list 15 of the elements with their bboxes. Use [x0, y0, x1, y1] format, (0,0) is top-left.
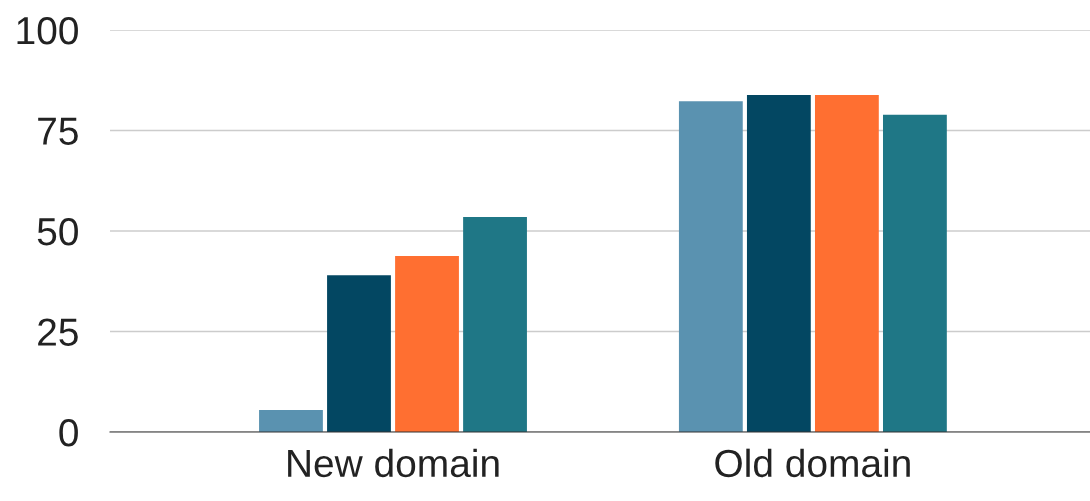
y-tick-label: 0: [59, 418, 78, 447]
bar: [259, 409, 323, 432]
x-tick-label: Old domain: [715, 448, 910, 478]
y-tick-label: 25: [38, 318, 78, 346]
x-tick-label: New domain: [288, 448, 499, 478]
bar: [883, 114, 947, 432]
bar: [678, 101, 743, 432]
bar: [327, 275, 391, 432]
bar: [463, 216, 527, 432]
bar: [746, 95, 811, 432]
y-tick-label: 75: [38, 117, 78, 145]
y-tick-label: 50: [37, 217, 78, 246]
bar: [814, 95, 879, 432]
bar: [395, 255, 459, 432]
y-tick-label: 100: [17, 16, 78, 45]
